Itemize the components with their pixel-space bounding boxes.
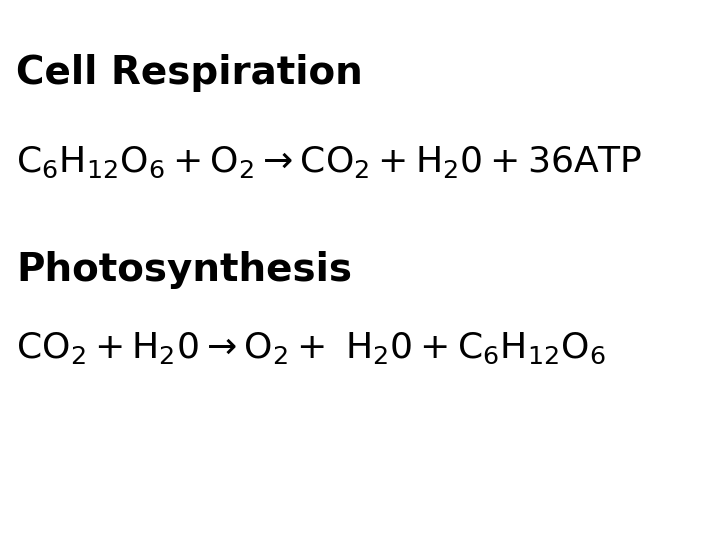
Text: Photosynthesis: Photosynthesis xyxy=(16,251,352,289)
Text: $\mathregular{CO_2 + H_20 \rightarrow O_2 +\ H_20 + C_6H_{12}O_6}$: $\mathregular{CO_2 + H_20 \rightarrow O_… xyxy=(16,330,606,366)
Text: $\mathregular{C_6H_{12}O_6 + O_2 \rightarrow CO_2 + H_20 + 36ATP}$: $\mathregular{C_6H_{12}O_6 + O_2 \righta… xyxy=(16,144,642,180)
Text: Cell Respiration: Cell Respiration xyxy=(16,54,363,92)
